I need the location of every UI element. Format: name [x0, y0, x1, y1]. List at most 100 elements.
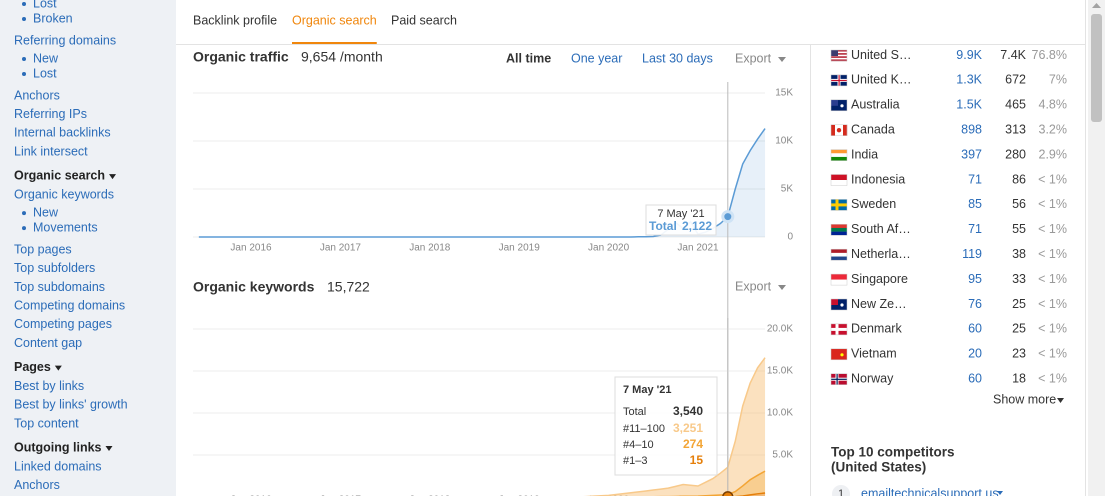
flag-border: [830, 373, 848, 385]
flag: [831, 57, 847, 60]
sidebar-sublink[interactable]: Movements: [33, 220, 98, 234]
y-tick-label: 10K: [775, 136, 793, 147]
sidebar-link[interactable]: Linked domains: [14, 459, 102, 473]
country-traffic[interactable]: 397: [961, 147, 982, 161]
sidebar-link[interactable]: Content gap: [14, 336, 82, 350]
x-tick-label: Jan 2020: [588, 243, 630, 254]
tab[interactable]: Backlink profile: [193, 13, 277, 27]
scrollbar-thumb[interactable]: [1091, 14, 1102, 122]
country-traffic[interactable]: 71: [968, 222, 982, 236]
dropdown-caret: [1057, 398, 1064, 403]
country-traffic[interactable]: 1.5K: [956, 98, 982, 112]
tooltip-value: 2,122: [682, 219, 712, 233]
sidebar-link[interactable]: Link intersect: [14, 144, 88, 158]
country-traffic[interactable]: 9.9K: [956, 48, 982, 62]
x-tick-label: Jan 2017: [320, 495, 362, 496]
sidebar-link[interactable]: Top subfolders: [14, 261, 95, 275]
sidebar-sublink[interactable]: Lost: [33, 0, 57, 10]
sidebar-link[interactable]: Top content: [14, 416, 79, 430]
tab[interactable]: Paid search: [391, 13, 457, 27]
flag: [831, 56, 847, 59]
sidebar-link[interactable]: Anchors: [14, 88, 60, 102]
country-share: < 1%: [1038, 297, 1067, 311]
y-tick-label: 15K: [775, 88, 793, 99]
show-more[interactable]: Show more: [993, 392, 1056, 406]
tooltip-value: 15: [690, 453, 704, 467]
flag: [831, 54, 847, 57]
sidebar-link[interactable]: Competing pages: [14, 317, 112, 331]
sidebar-heading[interactable]: Organic search: [14, 168, 105, 182]
flag: [831, 274, 847, 280]
country-traffic[interactable]: 76: [968, 297, 982, 311]
sidebar-link[interactable]: Competing domains: [14, 298, 125, 312]
country-traffic[interactable]: 898: [961, 122, 982, 136]
range-button[interactable]: Last 30 days: [642, 51, 713, 65]
sidebar-link[interactable]: Top subdomains: [14, 280, 105, 294]
area-line: [583, 357, 766, 496]
country-traffic[interactable]: 119: [962, 247, 982, 261]
range-button[interactable]: All time: [506, 51, 551, 65]
flag: [840, 303, 844, 307]
sidebar-link[interactable]: Referring domains: [14, 33, 116, 47]
scrollbar[interactable]: [1088, 0, 1105, 496]
sidebar-heading[interactable]: Pages: [14, 360, 51, 374]
rank-badge: [832, 485, 850, 496]
country-traffic[interactable]: 60: [968, 322, 982, 336]
chart-title: Organic keywords: [193, 279, 315, 295]
country-traffic[interactable]: 71: [968, 172, 982, 186]
sidebar-link[interactable]: Internal backlinks: [14, 126, 111, 140]
country-name: Sweden: [851, 197, 896, 211]
sidebar-link[interactable]: Best by links: [14, 379, 84, 393]
sidebar-sublink[interactable]: New: [33, 51, 59, 65]
competitor-domain[interactable]: emailtechnicalsupport.us: [861, 486, 999, 496]
country-traffic[interactable]: 60: [968, 371, 982, 385]
country-name: Australia: [851, 98, 900, 112]
flag: [831, 50, 838, 56]
sidebar-link[interactable]: Top pages: [14, 242, 72, 256]
sidebar-link[interactable]: Anchors: [14, 478, 60, 492]
sidebar-link[interactable]: Referring IPs: [14, 107, 87, 121]
country-traffic[interactable]: 20: [968, 347, 982, 361]
y-tick-label: 5.0K: [772, 450, 793, 461]
flag: [831, 59, 847, 62]
country-name: United K…: [851, 73, 911, 87]
flag: [831, 227, 847, 232]
country-name: Singapore: [851, 272, 908, 286]
export-button[interactable]: Export: [735, 51, 772, 65]
country-share: < 1%: [1038, 347, 1067, 361]
flag: [836, 128, 842, 133]
country-share: < 1%: [1038, 222, 1067, 236]
range-button[interactable]: One year: [571, 51, 622, 65]
country-name: Norway: [851, 371, 894, 385]
country-traffic[interactable]: 95: [968, 272, 982, 286]
sidebar-sublink[interactable]: Broken: [33, 11, 73, 25]
country-keywords: 56: [1012, 197, 1026, 211]
country-share: < 1%: [1038, 272, 1067, 286]
tooltip-value: 3,251: [673, 421, 703, 435]
flag-border: [830, 199, 848, 211]
dropdown-caret: [54, 365, 62, 371]
country-traffic[interactable]: 1.3K: [956, 73, 982, 87]
flag: [831, 231, 847, 236]
country-traffic[interactable]: 85: [968, 197, 982, 211]
sidebar-heading[interactable]: Outgoing links: [14, 440, 102, 454]
dropdown-caret: [997, 491, 1003, 495]
sidebar-sublink[interactable]: Lost: [33, 66, 57, 80]
chart-title: Organic traffic: [193, 49, 289, 65]
flag: [831, 79, 847, 82]
export-button[interactable]: Export: [735, 279, 772, 293]
tab[interactable]: Organic search: [292, 13, 377, 27]
y-tick-label: 20.0K: [767, 324, 793, 335]
sidebar-sublink[interactable]: New: [33, 205, 59, 219]
tooltip-date: 7 May '21: [657, 208, 704, 220]
bullet: [22, 2, 26, 6]
scroll-up-arrow[interactable]: [1092, 3, 1101, 8]
sidebar-link[interactable]: Organic keywords: [14, 187, 114, 201]
tooltip-label: Total: [649, 219, 677, 233]
flag: [831, 180, 847, 186]
flag: [831, 299, 838, 305]
sidebar-link[interactable]: Best by links' growth: [14, 398, 128, 412]
bullet: [22, 72, 26, 76]
bullet: [22, 17, 26, 21]
